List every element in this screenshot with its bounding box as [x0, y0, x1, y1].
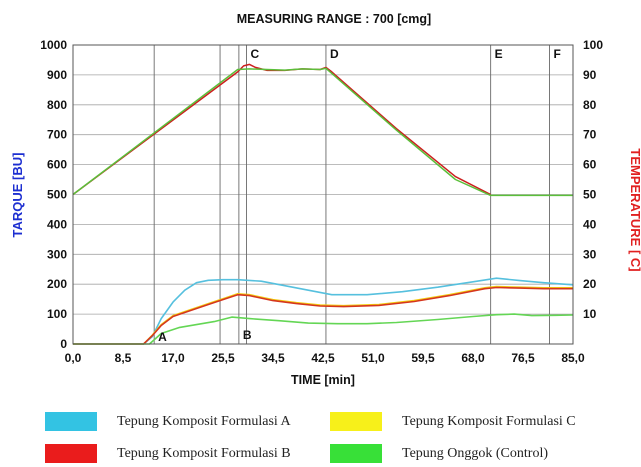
legend-swatch-formulasi-b: [45, 444, 97, 463]
y-axis-left-label: TARQUE [BU]: [10, 153, 25, 238]
torque-line-3: [73, 313, 574, 345]
legend-swatch-formulasi-c: [330, 412, 382, 431]
y-tick-label-left: 800: [47, 98, 67, 112]
series-lines: [72, 63, 574, 345]
marker-label-e: E: [495, 47, 503, 61]
legend-item-formulasi-b: Tepung Komposit Formulasi B: [45, 444, 291, 463]
y-tick-label-left: 900: [47, 68, 67, 82]
y-tick-label-right: 20: [583, 277, 597, 291]
marker-label-f: F: [553, 47, 560, 61]
x-tick-label: 0,0: [65, 351, 82, 365]
y-tick-label-right: 70: [583, 128, 597, 142]
legend-label-onggok-control: Tepung Onggok (Control): [402, 445, 549, 461]
y-tick-label-left: 500: [47, 188, 67, 202]
torque-line-2: [73, 286, 573, 345]
legend-label-formulasi-a: Tepung Komposit Formulasi A: [117, 413, 291, 429]
x-tick-label: 17,0: [161, 351, 185, 365]
legend-item-onggok-control: Tepung Onggok (Control): [330, 444, 548, 463]
y-tick-label-right: 90: [583, 68, 597, 82]
marker-label-a: A: [158, 330, 167, 344]
x-tick-label: 59,5: [411, 351, 435, 365]
legend-label-formulasi-c: Tepung Komposit Formulasi C: [402, 413, 576, 429]
temperature-line-0: [72, 63, 491, 196]
x-tick-label: 76,5: [511, 351, 535, 365]
x-tick-label: 51,0: [361, 351, 385, 365]
y-tick-label-left: 1000: [40, 38, 67, 52]
x-tick-label: 34,5: [261, 351, 285, 365]
y-tick-label-left: 700: [47, 128, 67, 142]
y-tick-label-right: 50: [583, 188, 597, 202]
plot-frame: [72, 44, 574, 345]
tick-labels: 0,0 8,5 17,0 25,5 34,5 42,5 51,0 59,5 68,0 76,5 85…: [40, 38, 603, 365]
legend-swatch-onggok-control: [330, 444, 382, 463]
legend-label-formulasi-b: Tepung Komposit Formulasi B: [117, 445, 291, 461]
grid: [73, 74, 573, 315]
marker-label-c: C: [251, 47, 260, 61]
marker-label-b: B: [243, 328, 252, 342]
x-tick-label: 68,0: [461, 351, 485, 365]
legend-item-formulasi-a: Tepung Komposit Formulasi A: [45, 412, 291, 431]
x-tick-label: 8,5: [115, 351, 132, 365]
y-tick-label-right: 30: [583, 247, 597, 261]
y-tick-label-left: 600: [47, 158, 67, 172]
y-tick-label-right: 60: [583, 158, 597, 172]
y-tick-label-left: 100: [47, 307, 67, 321]
x-tick-label: 25,5: [211, 351, 235, 365]
y-tick-label-left: 400: [47, 217, 67, 231]
legend: Tepung Komposit Formulasi A Tepung Kompo…: [0, 405, 641, 467]
y-tick-label-left: 200: [47, 277, 67, 291]
temperature-line-1: [72, 67, 573, 197]
legend-item-formulasi-c: Tepung Komposit Formulasi C: [330, 412, 576, 431]
marker-label-d: D: [330, 47, 339, 61]
x-axis-label: TIME [min]: [291, 373, 355, 387]
y-tick-label-right: 10: [583, 307, 597, 321]
x-tick-label: 42,5: [311, 351, 335, 365]
y-axis-right-label: TEMPERATURE [ C]: [628, 148, 641, 271]
y-tick-label-left: 300: [47, 247, 67, 261]
legend-swatch-formulasi-a: [45, 412, 97, 431]
torque-line-0: [73, 277, 574, 345]
y-tick-label-right: 100: [583, 38, 603, 52]
marker-labels: A B C D E F: [158, 47, 561, 344]
y-tick-label-left: 0: [60, 337, 67, 351]
x-tick-label: 85,0: [561, 351, 585, 365]
y-tick-label-right: 40: [583, 217, 597, 231]
y-tick-label-right: 80: [583, 98, 597, 112]
chart-title: MEASURING RANGE : 700 [cmg]: [237, 12, 431, 26]
